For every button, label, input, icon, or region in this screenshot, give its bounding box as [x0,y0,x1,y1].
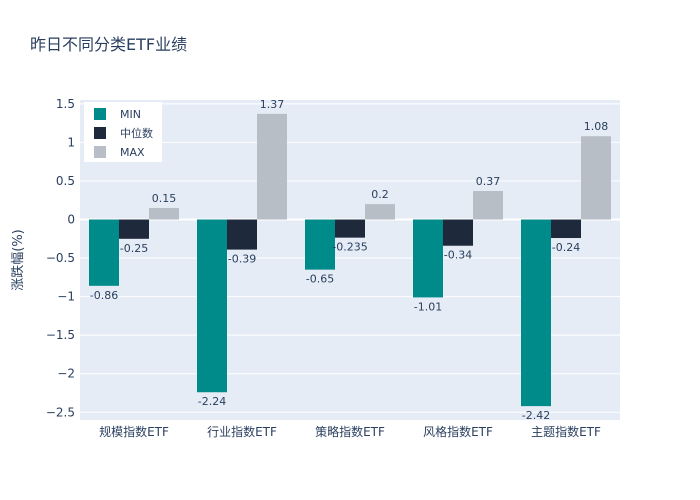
x-tick-label: 风格指数ETF [423,424,493,439]
data-labels: -0.86 -0.25 0.15 -2.24 -0.39 1.37 -0.65 -0.235 0… [90,98,608,422]
bar[interactable] [305,219,335,270]
legend-label[interactable]: 中位数 [120,126,153,140]
y-axis-ticks: 1.5 1 0.5 0 −0.5 −1 −1.5 −2 −2.5 [46,97,75,419]
y-tick-label: −1 [57,290,75,304]
y-tick-label: −1.5 [46,328,75,342]
data-label: 0.2 [371,188,389,201]
data-label: -1.01 [414,300,442,313]
bar[interactable] [227,219,257,250]
data-label: 1.37 [260,98,285,111]
data-label: -0.65 [306,273,334,286]
bar[interactable] [335,219,365,238]
x-tick-label: 策略指数ETF [315,424,385,439]
x-tick-label: 行业指数ETF [207,424,277,439]
bar[interactable] [443,219,473,246]
bar[interactable] [89,219,119,286]
bar[interactable] [149,207,179,220]
data-label: -0.235 [332,241,367,254]
bar[interactable] [473,190,503,220]
data-label: -0.86 [90,289,118,302]
bars [89,113,611,407]
bar[interactable] [257,113,287,220]
legend-label[interactable]: MIN [120,108,141,121]
y-tick-label: −2 [57,367,75,381]
y-tick-label: 1 [67,135,75,149]
data-label: -2.42 [522,409,550,422]
bar[interactable] [197,219,227,393]
legend-swatch[interactable] [94,127,106,139]
y-tick-label: 1.5 [56,97,75,111]
bar[interactable] [551,219,581,239]
x-tick-label: 主题指数ETF [531,424,601,439]
x-axis-ticks: 规模指数ETF 行业指数ETF 策略指数ETF 风格指数ETF 主题指数ETF [99,424,601,439]
legend-swatch[interactable] [94,146,106,158]
data-label: 0.15 [152,192,177,205]
y-tick-label: −0.5 [46,251,75,265]
data-label: 1.08 [584,120,609,133]
legend[interactable]: MIN 中位数 MAX [84,102,162,162]
legend-swatch[interactable] [94,108,106,120]
data-label: -0.39 [228,253,256,266]
data-label: -2.24 [198,395,226,408]
y-tick-label: 0.5 [56,174,75,188]
bar[interactable] [521,219,551,407]
y-tick-label: 0 [67,213,75,227]
y-tick-label: −2.5 [46,405,75,419]
chart-title: 昨日不同分类ETF业绩 [30,35,187,54]
bar[interactable] [413,219,443,298]
legend-label[interactable]: MAX [120,146,145,159]
x-tick-label: 规模指数ETF [99,424,169,439]
bar[interactable] [581,136,611,220]
data-label: 0.37 [476,175,501,188]
bar[interactable] [119,219,149,239]
data-label: -0.24 [552,241,580,254]
data-label: -0.34 [444,249,472,262]
y-axis-label: 涨跌幅(%) [10,229,26,291]
data-label: -0.25 [120,242,148,255]
bar[interactable] [365,204,395,220]
